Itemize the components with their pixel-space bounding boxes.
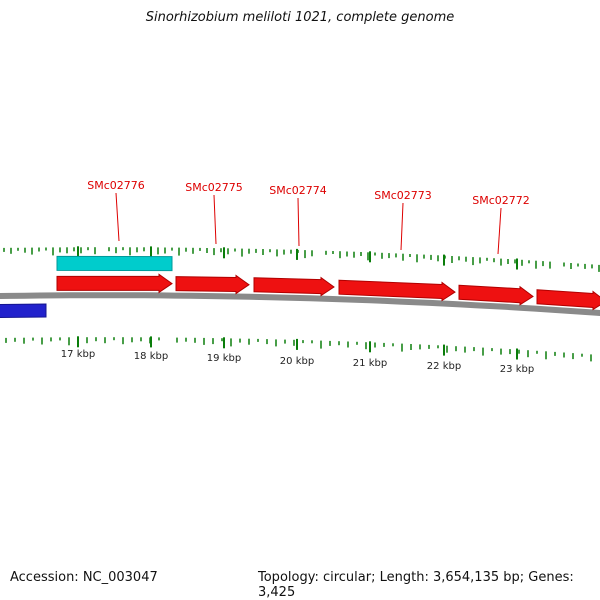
status-bar: Accession: NC_003047 Topology: circular;… (0, 570, 600, 600)
gene-arrow-2[interactable] (175, 274, 250, 295)
gene-label-line (115, 192, 120, 242)
gene-label[interactable]: SMc02773 (374, 189, 432, 202)
gene-arrow-1[interactable] (56, 273, 173, 294)
scale-label: 19 kbp (207, 353, 241, 364)
gene-reverse-blue[interactable] (0, 303, 47, 319)
accession-text: Accession: NC_003047 (10, 570, 158, 585)
gene-smc02776-special[interactable] (56, 255, 173, 272)
gene-label[interactable]: SMc02776 (87, 179, 145, 192)
topology-text: Topology: circular; Length: 3,654,135 bp… (258, 570, 574, 600)
genome-title: Sinorhizobium meliloti 1021, complete ge… (145, 10, 455, 25)
gene-arrow-5[interactable] (458, 284, 534, 306)
gene-label-line (497, 207, 502, 255)
scale-label: 20 kbp (280, 356, 314, 367)
gene-arrow-3[interactable] (253, 276, 335, 297)
gene-label[interactable]: SMc02772 (472, 194, 530, 207)
scale-label: 17 kbp (61, 349, 95, 360)
scale-label: 21 kbp (353, 358, 387, 369)
gene-label[interactable]: SMc02775 (185, 181, 243, 194)
gene-arrow-4[interactable] (338, 279, 456, 302)
genome-backbone (0, 292, 600, 316)
scale-label: 23 kbp (500, 364, 534, 375)
scale-label: 18 kbp (134, 351, 168, 362)
scale-label: 22 kbp (427, 361, 461, 372)
gene-label-line (213, 194, 217, 245)
gene-label[interactable]: SMc02774 (269, 184, 327, 197)
gene-label-line (400, 202, 404, 251)
gene-label-line (297, 197, 300, 247)
